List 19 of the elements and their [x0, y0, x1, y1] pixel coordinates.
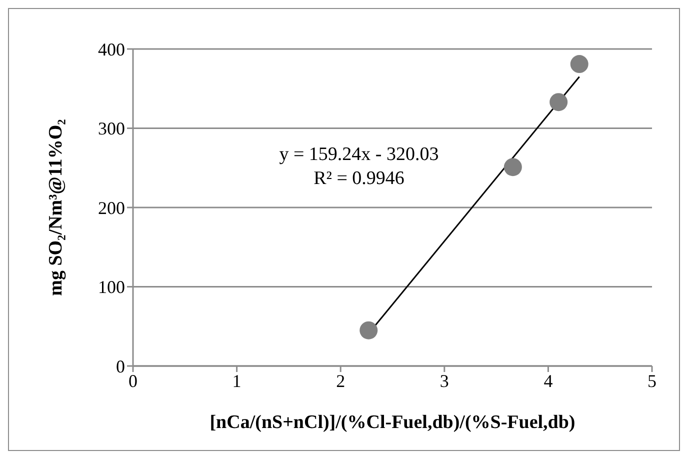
annotation: R² = 0.9946 — [312, 167, 406, 191]
y-tick-label: 100 — [98, 277, 125, 298]
x-tick-label: 0 — [128, 370, 138, 391]
y-tick-label: 200 — [98, 198, 125, 218]
y-axis-title: mg SO₂/Nm³@11%O₂ — [46, 118, 67, 296]
y-tick-label: 0 — [116, 356, 125, 376]
x-tick-label: 2 — [336, 370, 346, 391]
point — [570, 55, 588, 74]
y-tick-label: 300 — [98, 118, 125, 139]
point — [360, 321, 378, 340]
annotation: y = 159.24x - 320.03 — [278, 143, 440, 167]
point — [550, 93, 568, 112]
x-tick-label: 4 — [544, 370, 553, 391]
x-tick-label: 1 — [232, 370, 242, 391]
x-tick-label: 3 — [440, 370, 449, 391]
point — [504, 158, 522, 176]
x-axis-title: [nCa/(nS+nCl)]/(%Cl-Fuel,db)/(%S-Fuel,db) — [210, 412, 576, 433]
x-tick-label: 5 — [648, 370, 656, 391]
y-tick-label: 400 — [98, 39, 125, 60]
